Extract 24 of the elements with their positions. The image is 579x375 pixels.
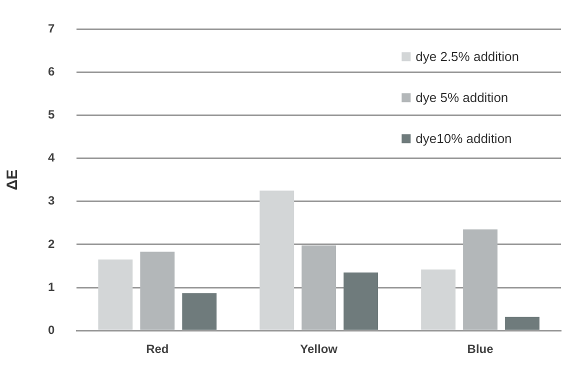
y-tick-label: 0 (48, 322, 55, 337)
y-tick-label: 1 (48, 280, 55, 294)
y-tick-label: 7 (48, 22, 55, 36)
y-tick-label: 2 (48, 236, 55, 251)
y-tick-label: 6 (48, 64, 55, 79)
bar (182, 293, 217, 330)
y-tick-label: 5 (48, 108, 55, 122)
y-axis-title: ΔE (4, 170, 22, 190)
bar (140, 252, 175, 330)
legend-label: dye10% addition (416, 130, 512, 146)
x-tick-label: Blue (467, 342, 494, 356)
bar (463, 229, 498, 330)
bar (344, 272, 378, 330)
y-tick-label: 3 (48, 194, 55, 208)
bar (505, 316, 540, 330)
bar (302, 245, 336, 330)
y-tick-label: 4 (48, 150, 55, 165)
legend-label: dye 2.5% addition (416, 48, 520, 64)
bar (260, 190, 294, 330)
bar (98, 260, 133, 330)
legend-label: dye 5% addition (416, 90, 508, 105)
x-tick-label: Yellow (300, 342, 338, 356)
bar (421, 269, 456, 330)
x-tick-label: Red (146, 342, 169, 356)
